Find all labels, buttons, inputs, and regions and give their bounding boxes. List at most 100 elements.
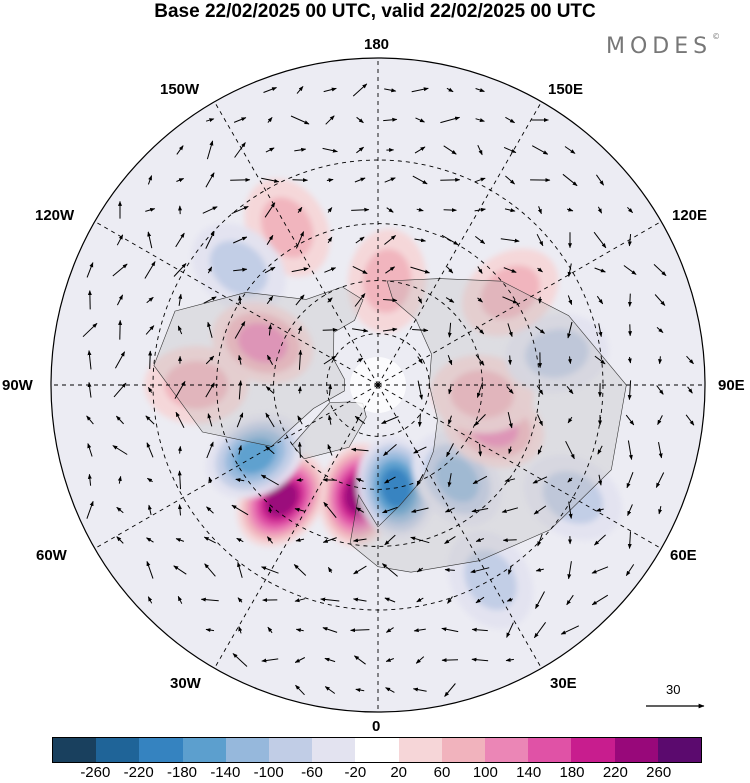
wind-vector xyxy=(116,415,124,425)
wind-vector xyxy=(385,266,396,274)
wind-vector xyxy=(297,386,302,394)
wind-vector xyxy=(114,351,126,369)
wind-vector xyxy=(353,597,367,602)
colorbar-tick-label: -60 xyxy=(301,764,323,781)
wind-vector xyxy=(265,412,275,428)
wind-vector xyxy=(232,236,248,244)
wind-vector xyxy=(112,445,128,455)
wind-vector xyxy=(200,597,219,602)
wind-vector xyxy=(268,506,273,514)
anomaly-contour xyxy=(265,482,298,517)
wind-vector xyxy=(475,88,485,92)
wind-vector xyxy=(145,415,155,425)
wind-vector xyxy=(625,414,635,426)
map-border xyxy=(50,57,706,713)
wind-vector xyxy=(266,354,274,366)
wind-vector xyxy=(383,298,398,303)
wind-vector xyxy=(263,87,277,93)
logo-mark: © xyxy=(712,32,721,41)
wind-vector xyxy=(237,561,243,578)
wind-vector xyxy=(411,507,429,513)
wind-vector xyxy=(627,234,632,247)
wind-vector xyxy=(627,440,633,460)
wind-vector xyxy=(87,350,92,370)
wind-vector xyxy=(381,416,399,424)
wind-vector xyxy=(146,477,153,483)
wind-vector xyxy=(440,177,461,182)
wind-vector xyxy=(416,474,424,487)
wind-vector xyxy=(475,596,485,604)
wind-vector xyxy=(264,202,276,218)
wind-vector xyxy=(231,504,249,516)
wind-vector xyxy=(205,382,215,398)
wind-vector xyxy=(474,414,486,426)
wind-vector xyxy=(417,296,423,304)
meridian-line xyxy=(214,101,379,386)
wind-vector xyxy=(354,415,366,425)
wind-vector xyxy=(447,355,453,366)
wind-vector xyxy=(595,507,604,512)
wind-vector xyxy=(502,538,517,543)
wind-vector xyxy=(146,560,154,579)
wind-vector xyxy=(412,328,429,333)
wind-vector xyxy=(322,147,338,153)
wind-vector xyxy=(146,442,154,458)
wind-vector xyxy=(266,234,274,245)
wind-vector xyxy=(444,535,456,545)
wind-vector xyxy=(416,207,424,212)
wind-vector xyxy=(657,415,663,426)
wind-vector xyxy=(507,411,513,429)
wind-vector xyxy=(265,445,275,455)
wind-vector xyxy=(597,445,603,455)
wind-vector xyxy=(623,265,637,275)
wind-vector xyxy=(147,175,153,185)
wind-vector xyxy=(564,146,576,154)
colorbar-swatch xyxy=(528,738,572,762)
wind-vector xyxy=(176,178,185,183)
wind-vector xyxy=(352,328,369,333)
wind-vector xyxy=(353,538,367,543)
colorbar-swatch xyxy=(182,738,226,762)
wind-vector xyxy=(627,504,633,517)
wind-vector xyxy=(538,296,543,304)
wind-vector xyxy=(177,470,182,490)
wind-vector xyxy=(502,296,518,304)
wind-vector xyxy=(476,382,484,398)
colorbar-tick-label: 140 xyxy=(516,764,542,781)
wind-vector xyxy=(383,117,398,122)
wind-vector xyxy=(203,296,217,304)
wind-vector xyxy=(658,356,663,365)
wind-vector xyxy=(116,536,124,544)
colorbar-swatch xyxy=(485,738,529,762)
wind-vector xyxy=(232,653,248,667)
wind-vector xyxy=(175,411,185,429)
wind-vector xyxy=(446,443,454,458)
wind-vector xyxy=(477,144,483,156)
wind-vector xyxy=(177,595,183,604)
colorbar-swatch xyxy=(571,738,615,762)
wind-vector xyxy=(353,565,367,575)
colorbar-swatch xyxy=(441,738,486,762)
wind-vector xyxy=(234,142,246,158)
wind-vector xyxy=(324,657,336,663)
wind-vector xyxy=(567,321,573,339)
logo-text: MODES xyxy=(606,34,713,59)
wind-vector xyxy=(447,322,452,338)
wind-vector xyxy=(535,591,545,609)
wind-vector xyxy=(356,146,364,154)
map-disc xyxy=(51,58,705,712)
wind-vector xyxy=(625,564,635,577)
wind-vector xyxy=(475,354,485,366)
wind-vector xyxy=(560,625,580,635)
wind-vector xyxy=(566,385,574,395)
wind-vector xyxy=(566,594,574,606)
wind-vector xyxy=(294,147,307,152)
wind-vector xyxy=(205,355,215,365)
wind-vector xyxy=(295,294,305,306)
wind-vector xyxy=(322,537,337,543)
colorbar-tick-label: -100 xyxy=(253,764,284,781)
wind-vector xyxy=(533,622,547,639)
lon-label-90w: 90W xyxy=(2,377,33,394)
wind-vector xyxy=(627,293,632,307)
wind-vector xyxy=(537,445,543,455)
